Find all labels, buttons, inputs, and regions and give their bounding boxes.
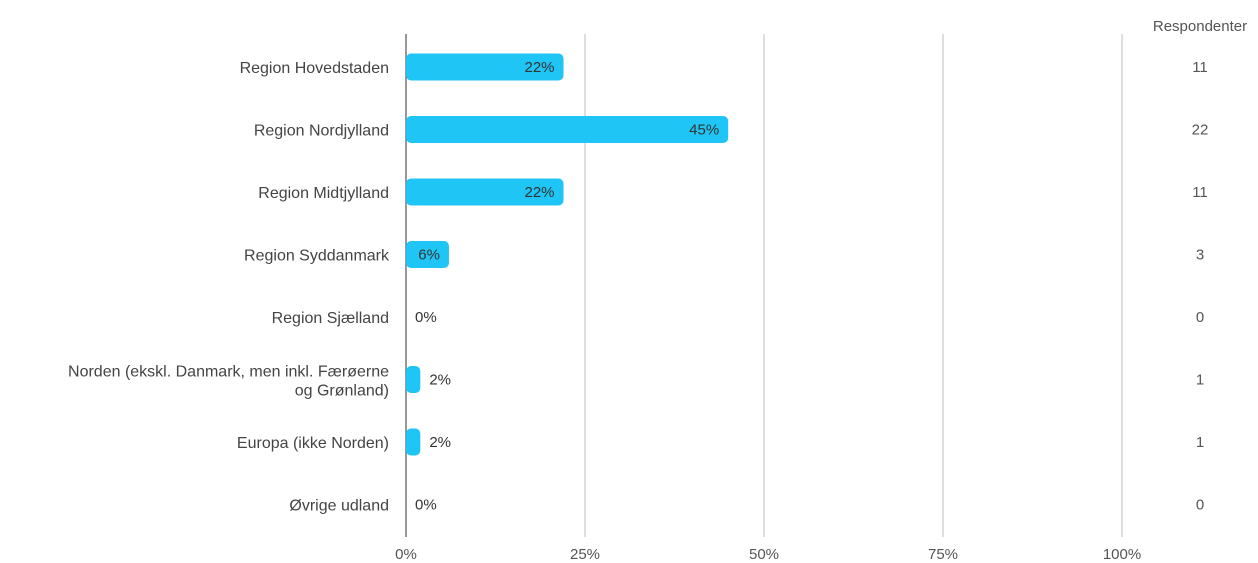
x-axis-ticks: 0% 25% 50% 75% 100%	[395, 546, 1141, 563]
bar	[406, 241, 449, 268]
gridlines	[405, 34, 1123, 537]
x-tick-label: 75%	[928, 546, 958, 563]
category-label: Europa (ikke Norden)	[237, 435, 389, 452]
bar	[406, 53, 564, 81]
category-label: Øvrige udland	[289, 498, 389, 515]
category-label: Region Nordjylland	[254, 123, 389, 140]
category-label: Region Syddanmark	[244, 248, 390, 265]
value-label: 22%	[524, 59, 554, 76]
respondent-count: 0	[1196, 309, 1204, 326]
respondents-header: Respondenter	[1153, 18, 1247, 35]
bar	[406, 116, 729, 143]
x-tick-label: 0%	[395, 546, 417, 563]
value-label: 0%	[415, 497, 437, 514]
category-label: Region Midtjylland	[258, 185, 389, 202]
x-tick-label: 50%	[749, 546, 779, 563]
respondent-count: 11	[1192, 184, 1208, 201]
bars	[406, 53, 729, 456]
respondent-count: 0	[1196, 497, 1204, 514]
x-tick-label: 100%	[1103, 546, 1141, 563]
category-labels: Region Hovedstaden Region Nordjylland Regi…	[68, 60, 390, 515]
category-label: Norden (ekskl. Danmark, men inkl. Færøer…	[68, 364, 389, 400]
x-tick-label: 25%	[570, 546, 600, 563]
category-label: Region Sjælland	[272, 310, 389, 327]
respondent-count: 1	[1196, 434, 1204, 451]
respondent-count: 22	[1192, 122, 1209, 139]
bar	[406, 428, 421, 456]
category-label: Region Hovedstaden	[240, 60, 389, 77]
bar	[406, 178, 564, 206]
value-label: 22%	[524, 184, 554, 201]
value-label: 6%	[418, 247, 440, 264]
value-label: 45%	[689, 122, 719, 139]
bar	[406, 366, 421, 393]
value-label: 2%	[429, 434, 451, 451]
value-label: 2%	[429, 372, 451, 389]
respondent-count: 3	[1196, 247, 1204, 264]
value-label: 0%	[415, 309, 437, 326]
value-labels: 22% 45% 22% 6% 0% 2% 2% 0%	[415, 59, 719, 514]
respondent-count: 11	[1192, 59, 1208, 76]
respondent-count: 1	[1196, 372, 1204, 389]
